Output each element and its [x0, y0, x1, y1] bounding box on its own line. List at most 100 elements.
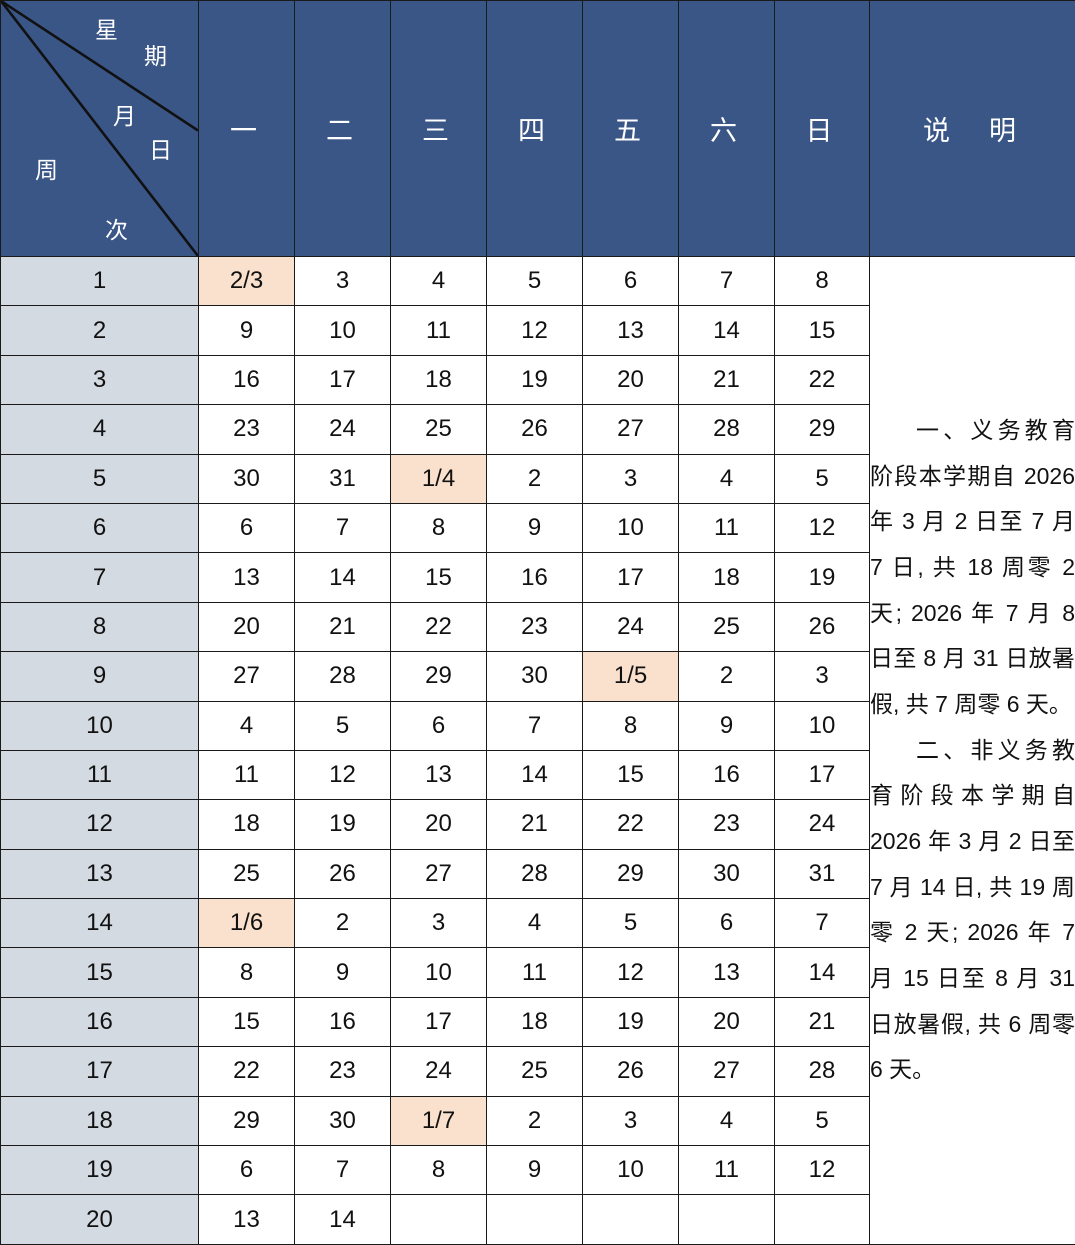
day-cell: 19	[582, 996, 679, 1048]
corner-label-weeknum-2: 次	[105, 217, 128, 243]
day-cell: 26	[486, 404, 583, 455]
corner-label-weekday-2: 期	[144, 43, 167, 69]
week-number-cell: 16	[0, 996, 199, 1048]
table-row: 19 6 7 8 9 10 11 12	[0, 1145, 1075, 1196]
day-cell: 10	[582, 502, 679, 554]
day-cell	[774, 1194, 870, 1245]
corner-label-monthday-1: 月	[113, 103, 136, 129]
day-cell: 17	[774, 749, 870, 801]
day-cell: 12	[582, 947, 679, 998]
week-number-cell: 12	[0, 799, 199, 850]
day-cell	[582, 1194, 679, 1245]
day-cell: 26	[774, 601, 870, 653]
corner-label-weekday-1: 星	[95, 17, 118, 43]
day-cell: 21	[294, 601, 391, 653]
day-cell: 29	[774, 404, 870, 455]
day-cell: 12	[486, 305, 583, 356]
day-cell: 22	[774, 354, 870, 406]
day-cell: 7	[294, 502, 391, 554]
day-cell: 22	[390, 601, 487, 653]
note-paragraph: 一、义务教育阶段本学期自 2026 年 3 月 2 日至 7 月 7 日, 共 …	[870, 417, 1075, 718]
day-cell: 23	[486, 601, 583, 653]
day-cell: 14	[678, 305, 775, 356]
day-cell: 28	[678, 404, 775, 455]
day-cell: 9	[486, 502, 583, 554]
day-cell: 31	[774, 848, 870, 900]
day-cell: 3	[294, 255, 391, 307]
day-cell: 8	[390, 502, 487, 554]
day-cell: 5	[294, 700, 391, 751]
day-cell: 6	[582, 255, 679, 307]
day-cell: 30	[198, 453, 295, 504]
table-row: 17 22 23 24 25 26 27 28	[0, 1046, 1075, 1097]
column-header-friday: 五	[582, 0, 679, 257]
day-cell: 7	[294, 1145, 391, 1196]
day-cell: 13	[198, 1194, 295, 1245]
week-number-cell: 5	[0, 453, 199, 504]
day-cell: 27	[582, 404, 679, 455]
day-cell: 14	[294, 1194, 391, 1245]
day-cell: 10	[390, 947, 487, 998]
week-number-cell: 15	[0, 947, 199, 998]
day-cell: 18	[198, 799, 295, 850]
table-row: 3 16 17 18 19 20 21 22	[0, 354, 1075, 406]
table-row: 1 2/3 3 4 5 6 7 8 一、义务教育阶段本学期自 2026 年 3 月 2 日至 7…	[0, 255, 1075, 1245]
day-cell: 12	[294, 749, 391, 801]
day-cell: 23	[294, 1046, 391, 1097]
day-cell: 6	[198, 502, 295, 554]
week-number-cell: 1	[0, 255, 199, 307]
day-cell: 16	[486, 552, 583, 603]
day-cell: 27	[390, 848, 487, 900]
day-cell: 10	[294, 305, 391, 356]
day-cell: 22	[582, 799, 679, 850]
day-cell: 22	[198, 1046, 295, 1097]
table-row: 13 25 26 27 28 29 30 31	[0, 848, 1075, 900]
week-number-cell: 7	[0, 552, 199, 603]
table-body: 1 2/3 3 4 5 6 7 8 一、义务教育阶段本学期自 2026 年 3 月 2 日至 7…	[0, 255, 1075, 1245]
table-row: 20 13 14	[0, 1194, 1075, 1245]
day-cell: 9	[678, 700, 775, 751]
day-cell: 28	[294, 651, 391, 702]
day-cell: 29	[198, 1095, 295, 1147]
column-header-thursday: 四	[486, 0, 583, 257]
day-cell-highlighted: 2/3	[198, 255, 295, 307]
day-cell: 3	[390, 898, 487, 949]
day-cell: 13	[390, 749, 487, 801]
day-cell: 5	[774, 1095, 870, 1147]
day-cell: 8	[390, 1145, 487, 1196]
table-header: 星 期 月 日 周 次 一 二 三 四 五 六 日 说 明	[0, 0, 1075, 257]
day-cell: 16	[294, 996, 391, 1048]
day-cell: 10	[774, 700, 870, 751]
column-header-tuesday: 二	[294, 0, 391, 257]
day-cell: 15	[198, 996, 295, 1048]
day-cell: 4	[198, 700, 295, 751]
day-cell: 8	[774, 255, 870, 307]
day-cell: 5	[486, 255, 583, 307]
column-header-monday: 一	[198, 0, 295, 257]
table-row: 6 6 7 8 9 10 11 12	[0, 502, 1075, 554]
day-cell: 3	[582, 453, 679, 504]
day-cell: 2	[486, 453, 583, 504]
table-row: 18 29 30 1/7 2 3 4 5	[0, 1095, 1075, 1147]
day-cell: 2	[678, 651, 775, 702]
day-cell: 30	[294, 1095, 391, 1147]
week-number-cell: 17	[0, 1046, 199, 1097]
day-cell	[390, 1194, 487, 1245]
day-cell: 11	[678, 502, 775, 554]
week-number-cell: 10	[0, 700, 199, 751]
day-cell: 25	[678, 601, 775, 653]
day-cell: 18	[390, 354, 487, 406]
day-cell: 28	[486, 848, 583, 900]
day-cell: 12	[774, 502, 870, 554]
day-cell: 30	[678, 848, 775, 900]
day-cell: 20	[678, 996, 775, 1048]
day-cell: 18	[678, 552, 775, 603]
day-cell: 4	[390, 255, 487, 307]
day-cell: 5	[582, 898, 679, 949]
day-cell: 24	[582, 601, 679, 653]
day-cell: 7	[486, 700, 583, 751]
day-cell: 9	[486, 1145, 583, 1196]
day-cell: 27	[678, 1046, 775, 1097]
day-cell: 24	[390, 1046, 487, 1097]
